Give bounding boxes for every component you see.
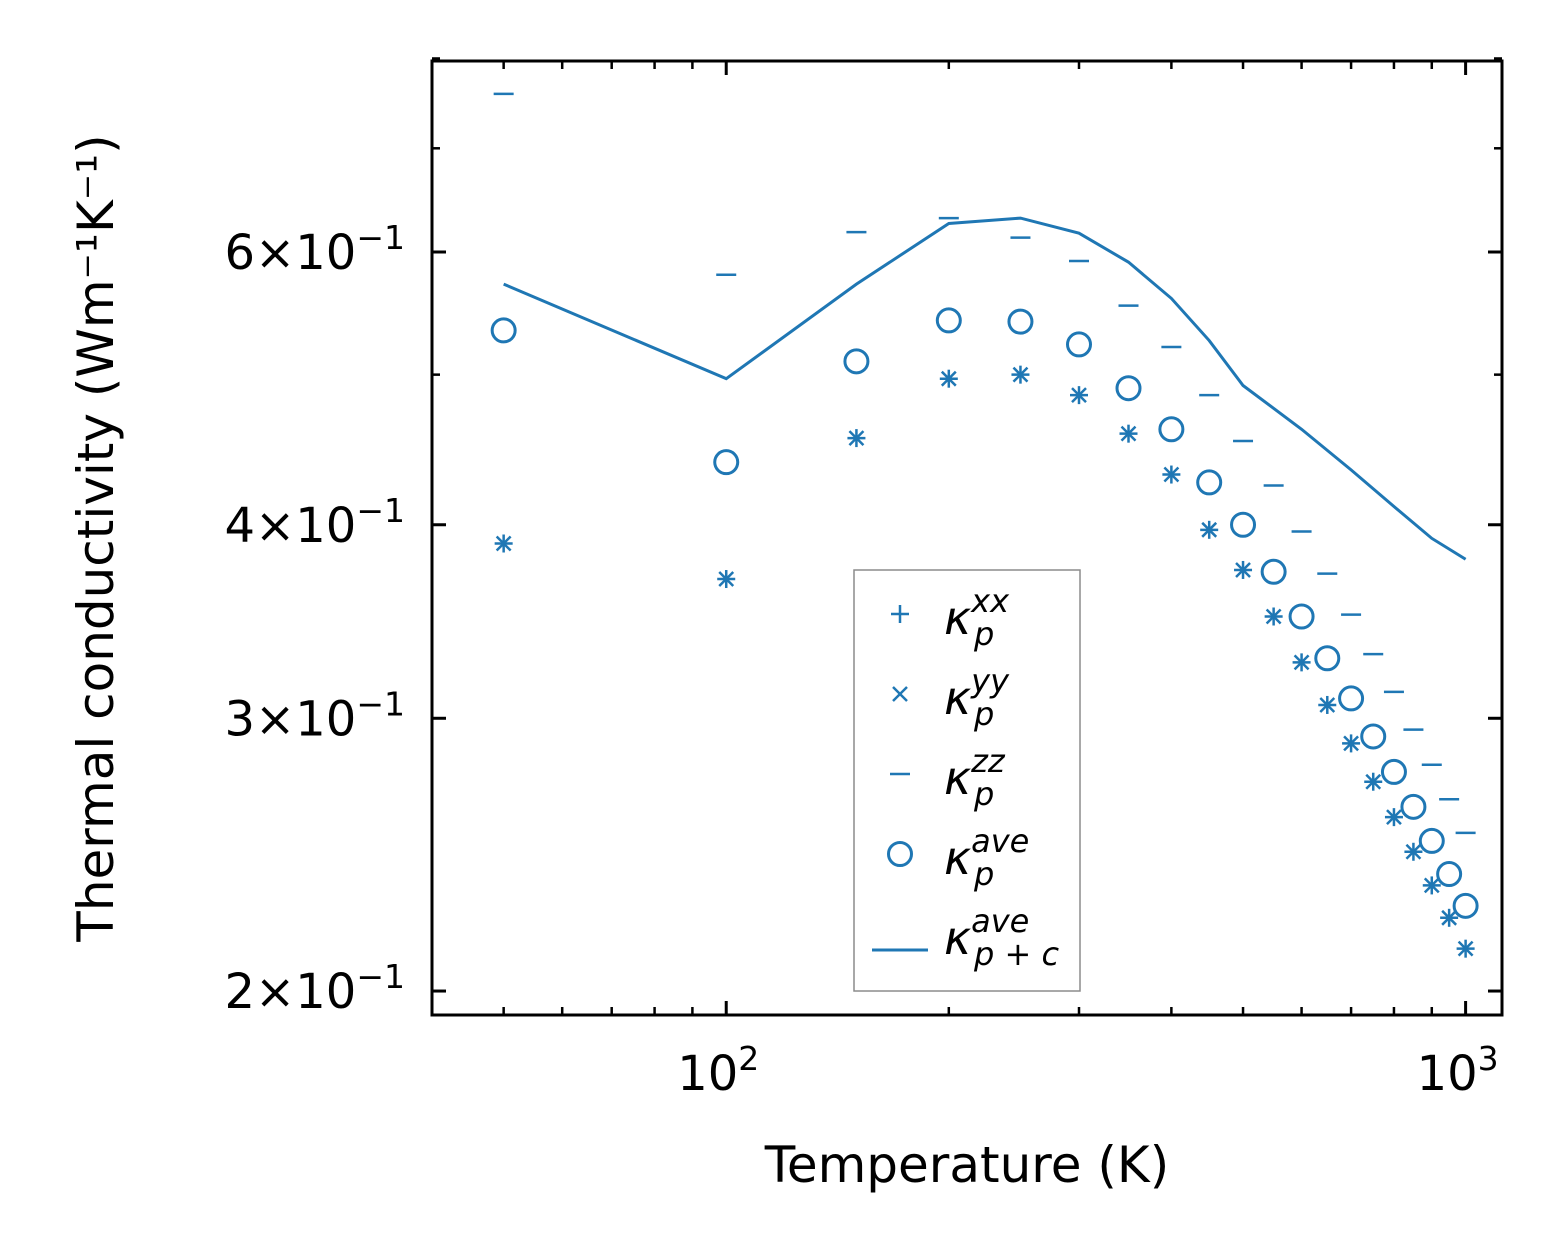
legend-entry: κzz p [890,742,1006,813]
data-point-circle [1380,758,1407,785]
tick-labels-layer: 102 103 2×10−1 3×10−1 4×10−1 6×10−1 [225,218,1499,1102]
series-line [503,216,1467,561]
data-point-circle [1260,558,1287,585]
data-point-x [1201,521,1218,538]
data-point-circle [843,348,870,375]
x-b [940,370,957,387]
x-axis-label: Temperature (K) [764,1136,1169,1194]
x-b [1343,735,1359,752]
series-hline [493,92,1476,835]
data-point-x [718,571,735,587]
data-point-x [1441,909,1458,926]
x-b [718,571,735,587]
y-tick-label: 3×10−1 [225,684,406,747]
y-axis-label: Thermal conductivity (Wm⁻¹K⁻¹) [67,134,125,942]
data-point-x [1386,809,1402,826]
data-point-circle [1314,645,1341,672]
x-b [1293,654,1310,671]
y-tick-label: 4×10−1 [225,491,406,554]
x-b [1423,877,1440,894]
data-point-circle [490,317,517,344]
data-point-circle [1400,793,1427,820]
data-point-circle [1418,827,1445,854]
data-point-circle [1230,511,1257,538]
data-point-circle [1436,861,1463,888]
x-b [1365,773,1382,790]
data-point-circle [713,449,740,476]
x-tick-label: 102 [677,1039,759,1102]
data-point-x [1319,697,1336,713]
data-point-x [1405,843,1422,860]
series-circle [490,307,1479,919]
data-point-circle [1066,331,1093,358]
data-point-circle [1007,308,1034,335]
x-b [495,535,512,552]
data-point-circle [1196,469,1223,496]
data-point-circle [1360,723,1387,750]
data-point-x [1235,562,1251,578]
x-tick-label: 103 [1417,1039,1499,1102]
data-point-x [1071,387,1087,404]
data-point-x [1265,608,1282,625]
x-b [1163,466,1180,483]
data-point-x [495,535,512,552]
x-b [1405,843,1422,860]
data-point-x [1293,654,1310,671]
data-point-x [1457,940,1474,957]
data-point-circle [1338,685,1365,712]
x-b [1386,809,1402,826]
y-tick-label: 2×10−1 [225,957,406,1020]
data-point-circle [1115,375,1142,402]
series-line [503,216,1467,561]
data-point-circle [1158,416,1185,443]
series-x [495,366,1474,957]
legend-marker-x [892,686,908,702]
legend-box [853,569,1081,992]
data-point-x [1423,877,1440,894]
plot-frame [430,59,1504,1017]
data-point-x [1120,425,1137,442]
data-point-x [1343,735,1359,752]
data-point-x [1163,466,1180,483]
legend-marker-plus [891,605,909,623]
x-b [1071,387,1087,404]
x-b [1201,521,1218,538]
x-b [1319,697,1336,713]
data-point-x [1365,773,1382,790]
x-b [1235,562,1251,578]
y-tick-label: 6×10−1 [225,218,406,281]
x-b [1457,940,1474,957]
series-layer [490,92,1479,958]
x-b [848,430,865,446]
legend-marker-circle [887,841,913,867]
x-b [1265,608,1282,625]
x-b [892,686,908,702]
x-b [1120,425,1137,442]
data-point-x [848,430,865,446]
data-point-x [1012,366,1029,383]
data-point-circle [1288,603,1315,630]
legend-label: κzz p [944,742,1006,813]
x-b [1441,909,1458,926]
x-b [1012,366,1029,383]
data-point-x [940,370,957,387]
data-point-circle [935,307,962,334]
data-point-circle [1452,892,1479,919]
